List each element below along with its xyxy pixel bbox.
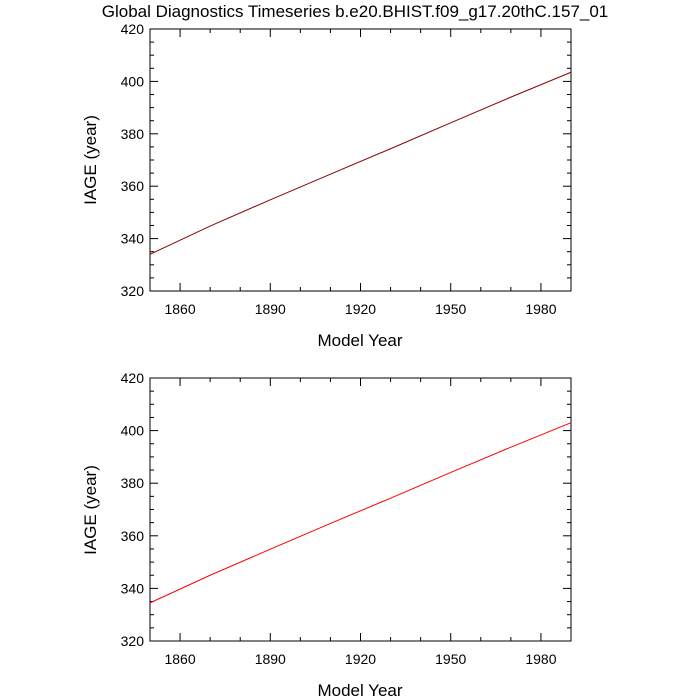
top-y-ticks: 320 340 360 380 400 420 xyxy=(121,21,571,299)
y-tick-label: 420 xyxy=(121,370,145,386)
x-tick-label: 1890 xyxy=(255,651,286,667)
bottom-y-axis-label: IAGE (year) xyxy=(81,465,100,555)
x-tick-label: 1980 xyxy=(525,301,556,317)
top-y-axis-label: IAGE (year) xyxy=(81,115,100,205)
x-tick-label: 1980 xyxy=(525,651,556,667)
top-plot-frame xyxy=(149,28,572,292)
top-series xyxy=(149,71,572,255)
y-tick-label: 360 xyxy=(121,528,145,544)
y-tick-label: 380 xyxy=(121,475,145,491)
top-x-axis-label: Model Year xyxy=(317,331,402,350)
top-x-ticks: 1860 1890 1920 1950 1980 xyxy=(149,29,572,317)
y-tick-label: 320 xyxy=(121,633,145,649)
y-tick-label: 340 xyxy=(121,580,145,596)
x-tick-label: 1950 xyxy=(435,301,466,317)
x-tick-label: 1860 xyxy=(164,651,195,667)
bottom-series-line xyxy=(149,422,572,604)
x-tick-label: 1920 xyxy=(345,651,376,667)
x-tick-label: 1920 xyxy=(345,301,376,317)
bottom-series xyxy=(149,422,572,604)
y-tick-label: 320 xyxy=(121,283,145,299)
top-series-line xyxy=(149,71,572,255)
bottom-plot-frame xyxy=(149,377,572,642)
x-tick-label: 1890 xyxy=(255,301,286,317)
y-tick-label: 420 xyxy=(121,21,145,37)
x-tick-label: 1860 xyxy=(164,301,195,317)
x-tick-label: 1950 xyxy=(435,651,466,667)
bottom-x-axis-label: Model Year xyxy=(317,681,402,700)
y-tick-label: 340 xyxy=(121,231,145,247)
bottom-x-ticks: 1860 1890 1920 1950 1980 xyxy=(149,378,572,667)
bottom-y-ticks: 320 340 360 380 400 420 xyxy=(121,370,571,649)
chart-title: Global Diagnostics Timeseries b.e20.BHIS… xyxy=(102,2,609,21)
y-tick-label: 400 xyxy=(121,423,145,439)
y-tick-label: 380 xyxy=(121,126,145,142)
y-tick-label: 400 xyxy=(121,73,145,89)
y-tick-label: 360 xyxy=(121,178,145,194)
